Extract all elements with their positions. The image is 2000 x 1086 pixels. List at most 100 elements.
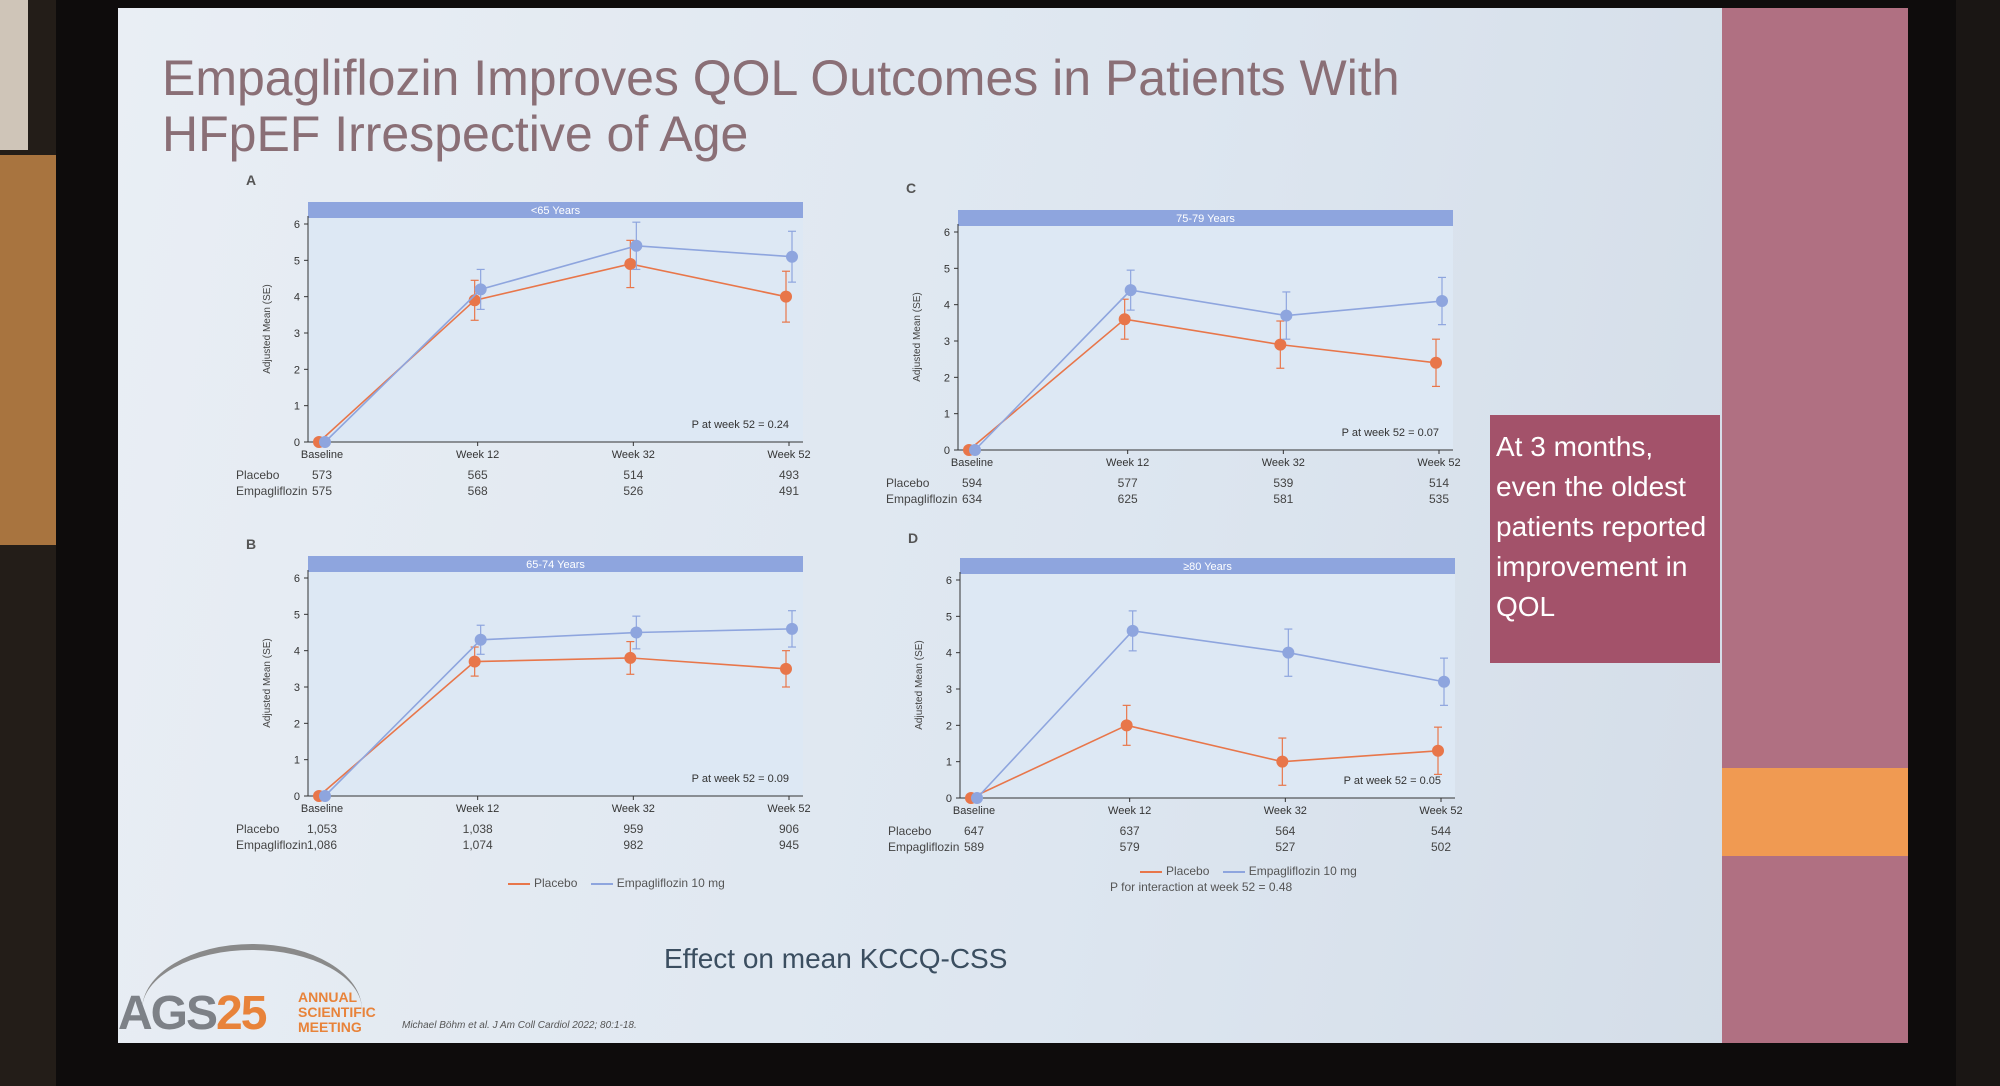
legend-placebo-swatch	[1140, 870, 1162, 873]
data-point-empagliflozin	[1438, 675, 1450, 688]
count-cell: 575	[311, 484, 333, 498]
y-tick-label: 2	[294, 718, 300, 730]
series-line-empagliflozin	[976, 630, 1445, 799]
x-tick-label: Baseline	[301, 803, 343, 815]
count-cell: 568	[467, 484, 488, 498]
plot-area	[960, 572, 1455, 798]
legend-empa-label: Empagliflozin 10 mg	[616, 876, 725, 890]
data-point-empagliflozin	[786, 250, 798, 263]
y-tick-label: 4	[944, 300, 950, 312]
count-row-label: Placebo	[236, 468, 280, 482]
y-tick-label: 6	[294, 573, 300, 585]
x-tick-label: Week 12	[456, 449, 499, 461]
panel-label-a: A	[246, 172, 257, 188]
x-tick-label: Baseline	[951, 457, 993, 469]
x-tick-label: Week 52	[1419, 805, 1462, 817]
panel-label-d: D	[908, 530, 919, 546]
series-line-placebo	[318, 657, 787, 797]
count-cell: 1,038	[462, 822, 493, 836]
data-point-empagliflozin	[319, 436, 331, 448]
count-cell: 625	[1117, 492, 1138, 506]
slide-title: Empagliflozin Improves QOL Outcomes in P…	[162, 50, 1400, 162]
age-banner-label: 65-74 Years	[526, 559, 585, 571]
count-cell: 527	[1275, 840, 1296, 854]
count-row-label: Empagliflozin	[888, 840, 960, 854]
count-cell: 535	[1428, 492, 1450, 506]
y-axis-label: Adjusted Mean (SE)	[262, 284, 273, 374]
y-tick-label: 3	[294, 328, 300, 340]
logo-meeting-text: ANNUAL SCIENTIFIC MEETING	[298, 989, 376, 1035]
presentation-slide: Empagliflozin Improves QOL Outcomes in P…	[118, 8, 1908, 1043]
legend-placebo-label: Placebo	[534, 876, 578, 890]
legend-placebo-label: Placebo	[1166, 864, 1210, 878]
logo-wordmark: AGS25	[118, 987, 267, 1040]
x-tick-label: Week 32	[612, 803, 655, 815]
count-cell: 514	[1428, 476, 1450, 490]
x-tick-label: Week 12	[1106, 457, 1149, 469]
y-axis-label: Adjusted Mean (SE)	[262, 638, 273, 728]
count-row-label: Empagliflozin	[886, 492, 958, 506]
plot-area	[308, 216, 803, 442]
y-tick-label: 1	[294, 755, 300, 767]
y-tick-label: 2	[294, 364, 300, 376]
count-cell: 514	[623, 468, 644, 482]
chart-panel-a: <65 Years 0 1 2 3 4 5 6 Adjusted Mean (SE) Baseli…	[236, 192, 828, 502]
panel-label-c: C	[906, 180, 917, 196]
x-tick-label: Week 52	[1417, 457, 1460, 469]
logo-arc	[142, 944, 362, 1010]
data-point-empagliflozin	[1436, 295, 1448, 308]
y-tick-label: 3	[946, 684, 952, 696]
callout-box: At 3 months, even the oldest patients re…	[1490, 415, 1720, 663]
p-value-label: P at week 52 = 0.05	[1344, 775, 1441, 787]
y-axis-label: Adjusted Mean (SE)	[914, 640, 925, 730]
count-cell: 502	[1430, 840, 1452, 854]
count-cell: 564	[1275, 824, 1296, 838]
age-banner	[960, 558, 1455, 574]
legend-empa-swatch	[590, 882, 613, 885]
count-cell: 565	[467, 468, 488, 482]
y-tick-label: 5	[944, 263, 950, 275]
legend-empa-swatch	[1222, 870, 1245, 873]
y-tick-label: 3	[944, 336, 950, 348]
p-value-label: P at week 52 = 0.09	[692, 773, 789, 785]
effect-caption: Effect on mean KCCQ-CSS	[664, 943, 1008, 974]
x-tick-label: Baseline	[953, 805, 995, 817]
data-point-empagliflozin	[971, 792, 983, 804]
panel-label-b: B	[246, 536, 257, 552]
x-tick-label: Week 32	[612, 449, 655, 461]
x-tick-label: Week 32	[1264, 805, 1307, 817]
count-cell: 647	[963, 824, 985, 838]
count-cell: 526	[623, 484, 644, 498]
y-tick-label: 6	[946, 575, 952, 587]
count-cell: 594	[961, 476, 983, 490]
x-tick-label: Baseline	[301, 449, 343, 461]
y-tick-label: 0	[946, 793, 952, 805]
y-tick-label: 5	[946, 611, 952, 623]
y-axis-label: Adjusted Mean (SE)	[912, 292, 923, 382]
data-point-placebo	[780, 662, 792, 675]
data-point-placebo	[1120, 719, 1133, 732]
y-tick-label: 5	[294, 609, 300, 621]
series-line-placebo	[970, 724, 1439, 799]
count-cell: 581	[1273, 492, 1294, 506]
count-cell: 573	[311, 468, 333, 482]
chart-panel-b: 65-74 Years 0 1 2 3 4 5 6 Adjusted Mean (SE) Base…	[236, 546, 828, 856]
y-tick-label: 5	[294, 255, 300, 267]
count-cell: 539	[1273, 476, 1294, 490]
y-tick-label: 1	[294, 401, 300, 413]
data-point-empagliflozin	[474, 283, 487, 296]
age-banner	[308, 556, 803, 572]
count-cell: 1,086	[306, 838, 338, 852]
count-cell: 906	[778, 822, 800, 836]
legend-right: Placebo Empagliflozin 10 mg	[1130, 864, 1357, 878]
data-point-placebo	[780, 290, 792, 303]
age-banner	[958, 210, 1453, 226]
age-banner-label: 75-79 Years	[1176, 213, 1235, 225]
count-cell: 589	[963, 840, 985, 854]
series-line-empagliflozin	[974, 289, 1443, 451]
count-row-label: Placebo	[888, 824, 932, 838]
data-point-empagliflozin	[474, 633, 487, 646]
series-line-empagliflozin	[324, 244, 793, 443]
data-point-placebo	[1276, 755, 1289, 768]
data-point-empagliflozin	[1124, 284, 1137, 297]
